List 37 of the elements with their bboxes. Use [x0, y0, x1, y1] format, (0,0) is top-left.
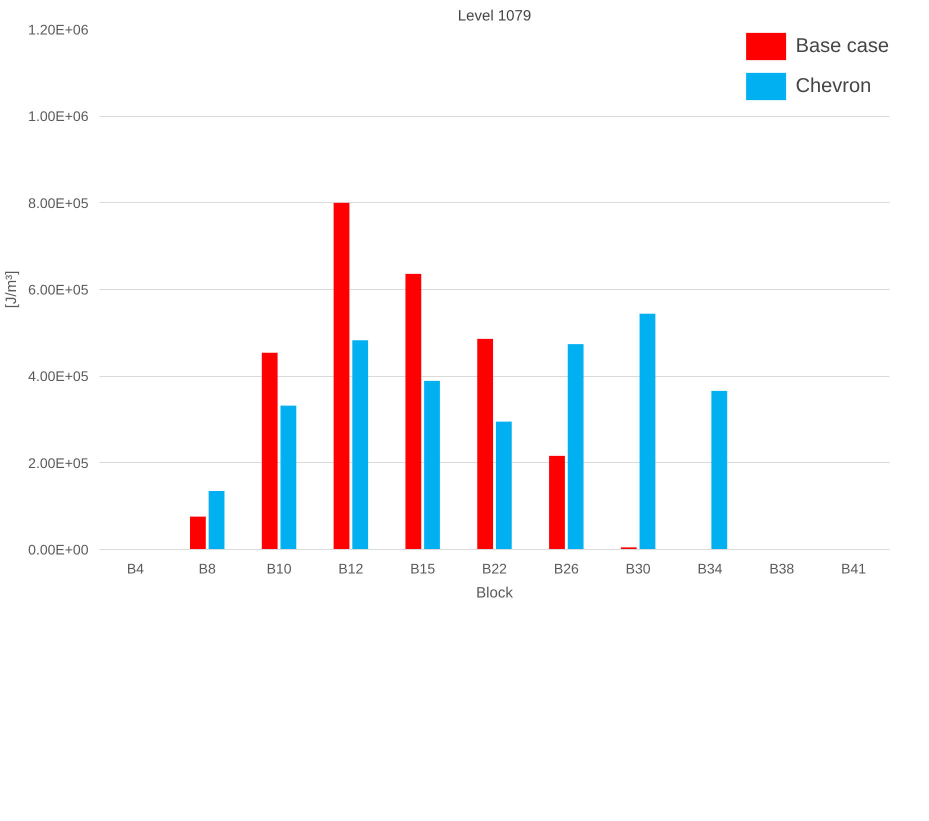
y-tick-label: 1.20E+06	[28, 22, 89, 38]
bar	[424, 380, 440, 550]
bar	[190, 516, 206, 550]
y-axis-title: [J/m³]	[3, 270, 20, 308]
x-axis-title: Block	[476, 584, 514, 602]
bar	[262, 352, 278, 550]
x-tick-label: B12	[338, 560, 364, 576]
bar	[352, 340, 368, 550]
bar	[405, 274, 422, 550]
x-tick-label: B8	[198, 560, 216, 576]
bar	[208, 491, 224, 550]
bar	[496, 422, 512, 550]
y-tick-label: 6.00E+05	[28, 282, 89, 298]
bar	[549, 456, 565, 550]
y-tick-label: 1.00E+06	[28, 108, 89, 124]
bar	[280, 406, 296, 550]
bar	[568, 344, 584, 550]
x-tick-label: B15	[410, 560, 436, 576]
y-tick-label: 8.00E+05	[28, 194, 89, 211]
y-tick-label: 4.00E+05	[28, 368, 89, 384]
bar	[334, 202, 350, 550]
x-tick-label: B22	[482, 560, 508, 576]
bar	[711, 390, 728, 550]
x-tick-label: B38	[769, 560, 794, 576]
x-tick-label: B26	[554, 560, 579, 576]
x-tick-label: B41	[841, 560, 866, 576]
x-tick-label: B30	[626, 560, 651, 576]
legend-label: Chevron	[796, 74, 872, 98]
bar	[640, 314, 656, 550]
chart-title: Level 1079	[458, 8, 532, 24]
y-tick-label: 2.00E+05	[28, 454, 89, 471]
y-tick-label: 0.00E+00	[28, 542, 89, 558]
x-tick-label: B34	[698, 560, 723, 576]
x-tick-label: B4	[126, 560, 144, 576]
x-tick-label: B10	[266, 560, 292, 576]
bar	[477, 338, 494, 550]
legend-label: Base case	[796, 34, 889, 58]
